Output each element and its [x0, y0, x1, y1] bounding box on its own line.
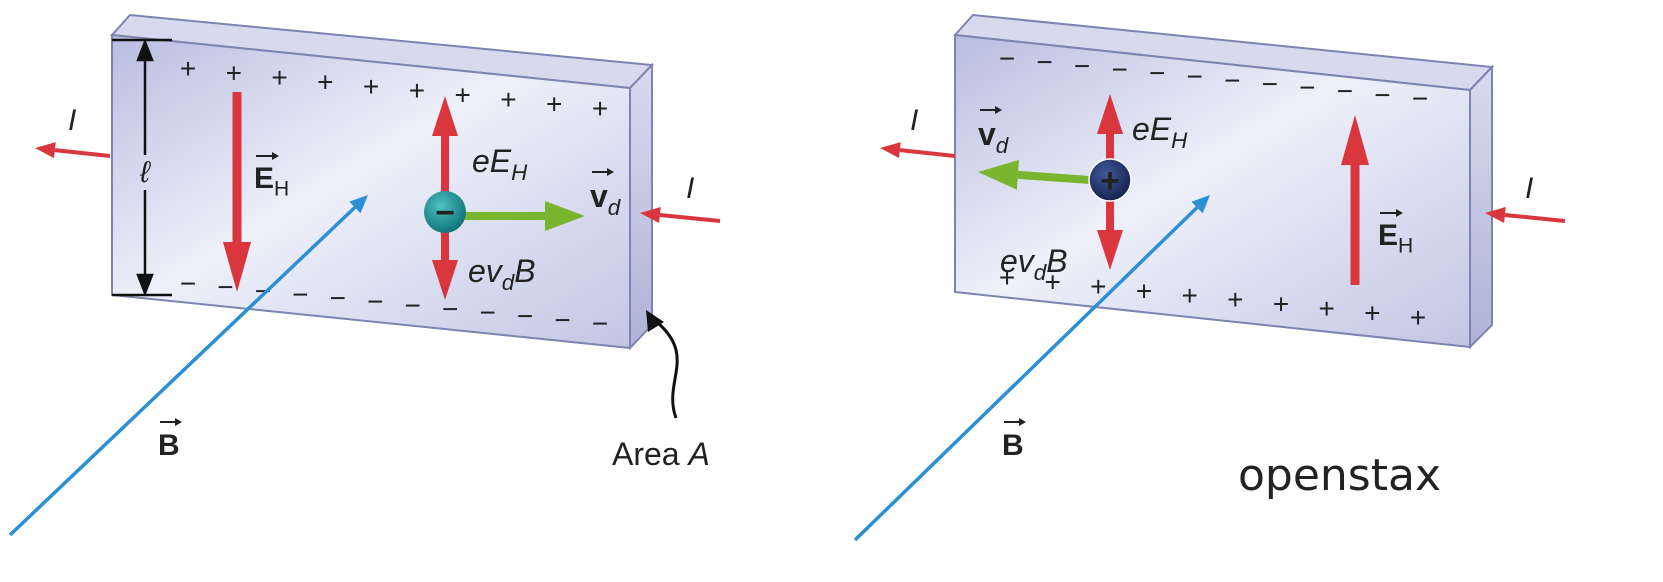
charge-sign: + [1318, 293, 1334, 324]
charge-symbol: + [1100, 162, 1120, 200]
arrow-head [35, 142, 56, 158]
charge-sign: + [271, 62, 287, 93]
arrow-shaft [900, 150, 955, 156]
charge-sign: + [1227, 284, 1243, 315]
base: ev [1000, 243, 1036, 279]
charge-sign: − [330, 283, 346, 314]
arrow-shaft [55, 150, 110, 156]
charge-sign: − [1299, 72, 1315, 103]
pointer-arrow-head [646, 310, 664, 332]
logo: openstax [1238, 450, 1441, 501]
sub: d [608, 195, 622, 220]
charge-sign: − [1036, 47, 1052, 78]
charge-sign: − [1337, 76, 1353, 107]
pointer-arrow [652, 318, 677, 418]
charge-sign: + [1364, 298, 1380, 329]
charge-sign: − [1374, 79, 1390, 110]
charge-sign: − [405, 290, 421, 321]
charge-sign: + [546, 89, 562, 120]
arrow-shaft [660, 215, 720, 221]
charge-sign: − [1111, 54, 1127, 85]
charge-sign: − [1262, 68, 1278, 99]
sub: H [274, 178, 289, 201]
area-text: Area [612, 436, 688, 472]
charge-sign: + [363, 71, 379, 102]
arrow-shaft [1505, 215, 1565, 221]
charge-sign: − [1149, 58, 1165, 89]
length-label: ℓ [139, 156, 151, 189]
charge-sign: − [999, 43, 1015, 74]
arrow-head [880, 142, 901, 158]
base: eE [472, 143, 512, 179]
current-label: I [1525, 172, 1533, 205]
charge-sign: + [1136, 275, 1152, 306]
base: ev [468, 253, 504, 289]
charge-sign: − [1074, 50, 1090, 81]
tail: B [1046, 243, 1067, 279]
base: v [978, 116, 996, 152]
charge-sign: − [479, 297, 495, 328]
charge-sign: + [226, 57, 242, 88]
charge-sign: − [217, 272, 233, 303]
charge-sign: − [292, 279, 308, 310]
charge-sign: + [180, 53, 196, 84]
area-var: A [686, 436, 709, 472]
charge-sign: − [1224, 65, 1240, 96]
charge-sign: + [500, 84, 516, 115]
vector-mark-head [175, 418, 182, 426]
sub: d [996, 133, 1010, 158]
sub: H [1171, 128, 1188, 153]
current-label: I [910, 104, 918, 137]
charge-symbol: − [435, 194, 455, 232]
charge-sign: + [1410, 302, 1426, 333]
area-label: Area A [612, 436, 710, 472]
base: E [1378, 219, 1398, 252]
charge-sign: + [1181, 280, 1197, 311]
vector-mark-head [1019, 418, 1026, 426]
charge-sign: − [554, 304, 570, 335]
base: E [254, 162, 274, 195]
charge-sign: + [592, 93, 608, 124]
charge-sign: + [1273, 289, 1289, 320]
charge-sign: + [317, 66, 333, 97]
tail: B [514, 253, 535, 289]
current-label: I [68, 104, 76, 137]
charge-sign: − [1412, 83, 1428, 114]
charge-sign: + [454, 80, 470, 111]
charge-sign: − [1187, 61, 1203, 92]
field-label: B [158, 429, 180, 462]
current-label: I [686, 172, 694, 205]
base: eE [1132, 111, 1172, 147]
charge-sign: + [409, 75, 425, 106]
charge-sign: − [517, 301, 533, 332]
field-label: B [1002, 429, 1024, 462]
base: v [590, 178, 608, 214]
hall-effect-diagram: ++++++++++−−−−−−−−−−−−IIℓEHB−eEHevdBvdAr… [0, 0, 1663, 582]
arrow-shaft [1018, 175, 1090, 180]
sub: H [511, 160, 528, 185]
charge-sign: − [367, 286, 383, 317]
sub: H [1398, 235, 1413, 258]
charge-sign: − [592, 308, 608, 339]
charge-sign: − [180, 268, 196, 299]
